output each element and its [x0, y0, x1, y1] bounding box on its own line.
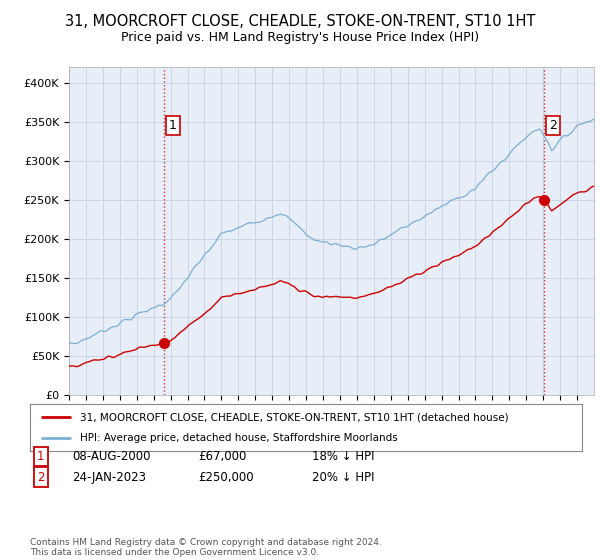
Text: 2: 2 — [550, 119, 557, 132]
Text: 2: 2 — [37, 470, 44, 484]
Text: 31, MOORCROFT CLOSE, CHEADLE, STOKE-ON-TRENT, ST10 1HT (detached house): 31, MOORCROFT CLOSE, CHEADLE, STOKE-ON-T… — [80, 412, 508, 422]
Text: Contains HM Land Registry data © Crown copyright and database right 2024.
This d: Contains HM Land Registry data © Crown c… — [30, 538, 382, 557]
Text: 24-JAN-2023: 24-JAN-2023 — [72, 470, 146, 484]
Text: 08-AUG-2000: 08-AUG-2000 — [72, 450, 151, 463]
Text: 31, MOORCROFT CLOSE, CHEADLE, STOKE-ON-TRENT, ST10 1HT: 31, MOORCROFT CLOSE, CHEADLE, STOKE-ON-T… — [65, 14, 535, 29]
Text: 1: 1 — [169, 119, 177, 132]
Text: 18% ↓ HPI: 18% ↓ HPI — [312, 450, 374, 463]
Text: £250,000: £250,000 — [198, 470, 254, 484]
Text: 20% ↓ HPI: 20% ↓ HPI — [312, 470, 374, 484]
Text: Price paid vs. HM Land Registry's House Price Index (HPI): Price paid vs. HM Land Registry's House … — [121, 31, 479, 44]
Text: HPI: Average price, detached house, Staffordshire Moorlands: HPI: Average price, detached house, Staf… — [80, 433, 397, 443]
Text: 1: 1 — [37, 450, 44, 463]
Text: £67,000: £67,000 — [198, 450, 247, 463]
